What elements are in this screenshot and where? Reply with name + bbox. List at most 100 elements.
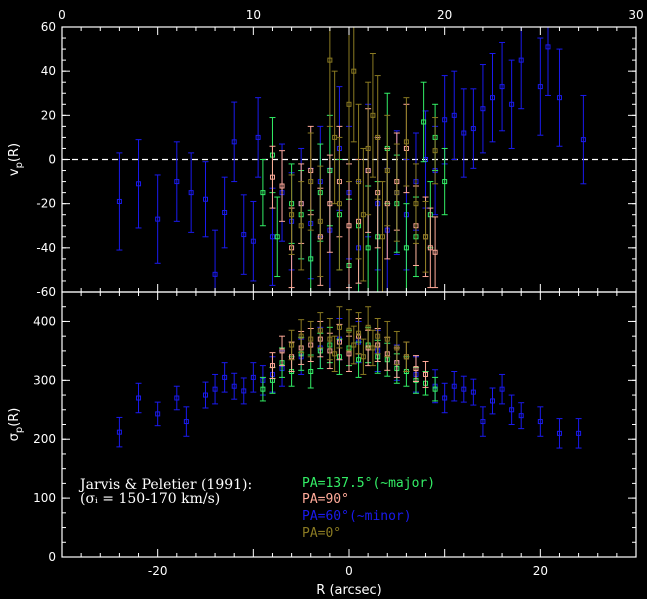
data-point	[490, 95, 495, 101]
data-point	[279, 348, 285, 354]
series-pa0	[288, 306, 410, 375]
y-axis-label-rest: (R)	[7, 143, 22, 162]
y-tick-label: -60	[36, 285, 56, 299]
data-point	[576, 430, 582, 436]
y-tick-label: -40	[36, 241, 56, 255]
legend-item-pa137: PA=137.5°(~major)	[302, 476, 435, 491]
data-point	[499, 386, 505, 392]
annotation-line-2: (σᵢ = 150-170 km/s)	[80, 491, 220, 507]
y-tick-label: 300	[33, 373, 56, 387]
data-point	[480, 106, 486, 112]
data-point	[403, 354, 409, 360]
data-point	[356, 330, 362, 336]
y-tick-label: 40	[41, 64, 56, 78]
x-tick-label: -20	[148, 564, 168, 578]
data-point	[203, 196, 208, 202]
data-point	[360, 212, 366, 218]
data-point	[379, 234, 385, 240]
data-layer	[116, 306, 582, 449]
data-point	[442, 179, 448, 185]
data-point	[241, 388, 247, 394]
y-tick-label: 0	[48, 550, 56, 564]
data-point	[269, 234, 275, 240]
data-point	[289, 212, 295, 218]
data-point	[289, 342, 295, 348]
data-point	[188, 190, 194, 196]
data-point	[250, 374, 256, 380]
top-axis-tick-label: 10	[246, 8, 261, 22]
data-point	[509, 407, 515, 413]
data-point	[317, 218, 323, 224]
data-point	[332, 351, 338, 357]
data-point	[518, 57, 524, 63]
data-point	[260, 386, 266, 392]
data-point	[136, 395, 142, 401]
data-point	[203, 392, 208, 398]
data-point	[556, 430, 562, 436]
data-point	[346, 101, 352, 107]
data-point	[116, 198, 122, 204]
y-tick-label: -20	[36, 197, 56, 211]
data-point	[332, 134, 338, 140]
data-point	[490, 398, 495, 404]
data-point	[308, 256, 314, 262]
data-point	[346, 327, 352, 333]
data-point	[155, 216, 161, 222]
data-point	[413, 201, 419, 207]
data-point	[308, 336, 314, 342]
data-point	[461, 130, 467, 136]
data-point	[308, 369, 314, 374]
data-point	[231, 383, 237, 389]
data-point	[432, 386, 438, 392]
data-point	[375, 134, 381, 140]
data-point	[241, 232, 247, 238]
data-point	[365, 245, 371, 251]
y-tick-label: 400	[33, 314, 56, 328]
data-point	[403, 139, 409, 145]
data-point	[461, 386, 467, 392]
data-point	[260, 190, 266, 196]
y-axis-label: vp(R)	[7, 143, 25, 176]
data-point	[394, 345, 400, 351]
legend-item-pa90: PA=90°	[302, 492, 349, 507]
y-axis-label-main: σ	[7, 433, 22, 441]
data-point	[183, 419, 189, 425]
data-point	[518, 413, 524, 419]
data-point	[212, 271, 218, 277]
y-axis-label: σp(R)	[7, 408, 25, 442]
data-point	[212, 386, 218, 392]
data-point	[298, 333, 304, 339]
x-tick-label: 20	[533, 564, 548, 578]
data-point	[327, 336, 333, 342]
legend: PA=137.5°(~major) PA=90° PA=60°(~minor) …	[302, 476, 435, 541]
data-point	[403, 245, 409, 251]
top-axis-tick-label: 0	[58, 8, 66, 22]
x-axis-label: R (arcsec)	[316, 583, 381, 598]
data-point	[231, 139, 237, 145]
data-point	[336, 324, 342, 330]
y-tick-label: 20	[41, 108, 56, 122]
data-point	[442, 395, 448, 401]
data-point	[423, 371, 429, 377]
data-point	[360, 354, 366, 360]
data-point	[423, 234, 429, 240]
y-axis-label-main: v	[7, 168, 22, 176]
data-point	[370, 345, 376, 351]
data-point	[351, 342, 357, 348]
data-point	[451, 112, 457, 118]
data-point	[222, 210, 228, 215]
data-point	[317, 327, 323, 333]
data-point	[346, 223, 352, 229]
data-point	[174, 395, 180, 401]
data-point	[308, 179, 314, 185]
data-point	[537, 84, 543, 90]
top-axis-tick-label: 20	[437, 8, 452, 22]
data-point	[269, 363, 275, 369]
y-axis-label-sub: p	[14, 427, 25, 433]
data-point	[116, 429, 122, 435]
y-axis-label-rest: (R)	[7, 408, 22, 427]
data-point	[298, 223, 304, 229]
data-point	[480, 419, 486, 425]
